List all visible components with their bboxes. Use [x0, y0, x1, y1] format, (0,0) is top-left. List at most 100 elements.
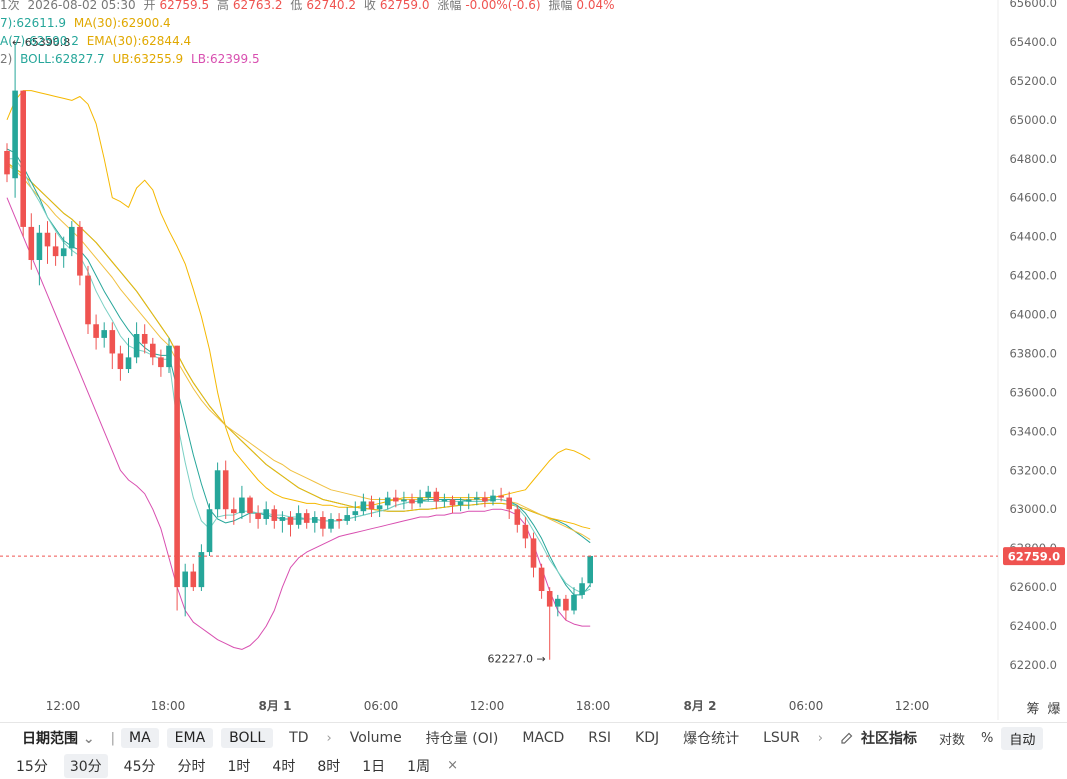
x-tick-label: 06:00 — [789, 699, 824, 713]
interval-30m[interactable]: 30分 — [63, 753, 108, 778]
indicator-td-button[interactable]: TD — [289, 730, 309, 746]
candle-body — [28, 226, 35, 261]
boll-lb-legend: LB:62399.5 — [191, 52, 260, 66]
candle-body — [255, 513, 261, 519]
y-tick-label: 65000.0 — [1009, 113, 1057, 127]
indicator-kdj-button[interactable]: KDJ — [635, 730, 660, 746]
indicator-liquidation-button[interactable]: 爆仓统计 — [683, 731, 740, 747]
candle-body — [449, 499, 456, 506]
log-scale-button[interactable]: 对数 — [939, 732, 966, 748]
candle-body — [109, 330, 116, 354]
indicator-lsur-button[interactable]: LSUR — [763, 730, 800, 746]
price-chart[interactable]: 62200.062400.062600.062800.063000.063200… — [0, 0, 1067, 720]
candle-body — [85, 275, 91, 325]
candle-body — [336, 518, 342, 521]
candle-body — [12, 90, 18, 179]
date-range-button[interactable]: 日期范围 ⌄ — [22, 731, 95, 747]
x-tick-label: 8月 1 — [259, 699, 292, 713]
candle-body — [287, 517, 294, 525]
y-tick-label: 63200.0 — [1009, 463, 1057, 477]
candle-body — [555, 598, 561, 607]
candlestick-chart-svg[interactable]: 62200.062400.062600.062800.063000.063200… — [0, 0, 1067, 720]
candle-body — [247, 497, 253, 514]
indicator-rsi-button[interactable]: RSI — [588, 730, 612, 746]
indicator-boll-button[interactable]: BOLL — [221, 728, 274, 748]
candle-body — [77, 226, 83, 276]
indicator-macd-button[interactable]: MACD — [522, 730, 565, 746]
candle-body — [482, 497, 488, 502]
info-close-label: 收 — [363, 0, 376, 12]
candle-body — [360, 501, 367, 512]
y-tick-label: 63000.0 — [1009, 502, 1057, 516]
y-tick-label: 65600.0 — [1009, 0, 1057, 10]
info-close: 62759.0 — [379, 0, 430, 12]
interval-timeshare[interactable]: 分时 — [177, 758, 206, 775]
indicator-toolbar: 日期范围 ⌄ | MA EMA BOLL TD › Volume 持仓量 (OI… — [0, 722, 1067, 753]
boll-prefix: 2) — [0, 52, 13, 66]
x-tick-label: 18:00 — [576, 699, 611, 713]
current-price-tag — [1003, 547, 1065, 566]
candle-body — [376, 505, 383, 510]
ma7-legend: 7):62611.9 — [0, 16, 66, 30]
community-indicators-button[interactable]: 社区指标 — [861, 731, 917, 747]
candle-body — [206, 509, 213, 553]
candle-body — [101, 330, 107, 338]
ema30-legend: EMA(30):62844.4 — [86, 34, 192, 48]
max-price-label: ← 65390.8 — [12, 36, 70, 49]
info-low: 62740.2 — [306, 0, 357, 12]
interval-45m[interactable]: 45分 — [123, 758, 156, 775]
edit-icon[interactable] — [841, 732, 853, 744]
y-tick-label: 64800.0 — [1009, 152, 1057, 166]
y-tick-label: 64600.0 — [1009, 191, 1057, 205]
candle-body — [182, 571, 188, 588]
interval-1h[interactable]: 1时 — [227, 758, 251, 775]
chevron-down-icon: ⌄ — [82, 731, 95, 747]
interval-4h[interactable]: 4时 — [272, 758, 296, 775]
candle-body — [425, 491, 431, 498]
candle-body — [190, 571, 197, 588]
ema-legend: A(7):62590.2 EMA(30):62844.4 — [0, 33, 195, 49]
candle-body — [417, 497, 423, 504]
close-icon[interactable]: × — [447, 758, 458, 773]
boll-middle-line — [6, 162, 591, 544]
interval-1d[interactable]: 1日 — [362, 758, 386, 775]
x-tick-label: 18:00 — [151, 699, 186, 713]
candle-body — [198, 552, 205, 588]
candle-body — [571, 594, 577, 611]
interval-bar: 15分 30分 45分 分时 1时 4时 8时 1日 1周 × — [0, 752, 1067, 779]
y-tick-label: 65200.0 — [1009, 74, 1057, 88]
auto-scale-button[interactable]: 自动 — [1001, 726, 1044, 750]
info-chg-label: 涨幅 — [437, 0, 462, 12]
candle-body — [514, 509, 521, 525]
candle-body — [60, 248, 67, 257]
interval-1w[interactable]: 1周 — [407, 758, 431, 775]
candle-body — [328, 518, 334, 529]
boll-lower-band-line — [6, 197, 591, 650]
info-open: 62759.5 — [159, 0, 210, 12]
info-low-label: 低 — [290, 0, 303, 12]
candle-body — [214, 470, 221, 510]
info-chg: -0.00%(-0.6) — [465, 0, 541, 12]
indicator-volume-button[interactable]: Volume — [349, 730, 402, 746]
candle-body — [465, 499, 472, 502]
indicator-ema-button[interactable]: EMA — [166, 728, 214, 748]
current-price-label: 62759.0 — [1008, 550, 1060, 564]
percent-scale-button[interactable]: % — [981, 730, 994, 746]
ma-legend: 7):62611.9 MA(30):62900.4 — [0, 15, 175, 31]
y-tick-label: 64400.0 — [1009, 230, 1057, 244]
indicator-ma-button[interactable]: MA — [121, 728, 159, 748]
chevron-right-icon[interactable]: › — [326, 730, 332, 746]
candle-body — [93, 324, 99, 338]
indicator-oi-button[interactable]: 持仓量 (OI) — [425, 731, 499, 747]
chevron-right-icon[interactable]: › — [817, 730, 823, 746]
candle-body — [546, 591, 553, 607]
candle-body — [20, 90, 26, 227]
y-tick-label: 64200.0 — [1009, 269, 1057, 283]
y-tick-label: 62200.0 — [1009, 658, 1057, 672]
boll-legend: 2) BOLL:62827.7 UB:63255.9 LB:62399.5 — [0, 51, 264, 67]
candle-body — [490, 495, 496, 502]
interval-15m[interactable]: 15分 — [16, 758, 48, 775]
interval-8h[interactable]: 8时 — [317, 758, 341, 775]
candle-body — [579, 583, 585, 595]
